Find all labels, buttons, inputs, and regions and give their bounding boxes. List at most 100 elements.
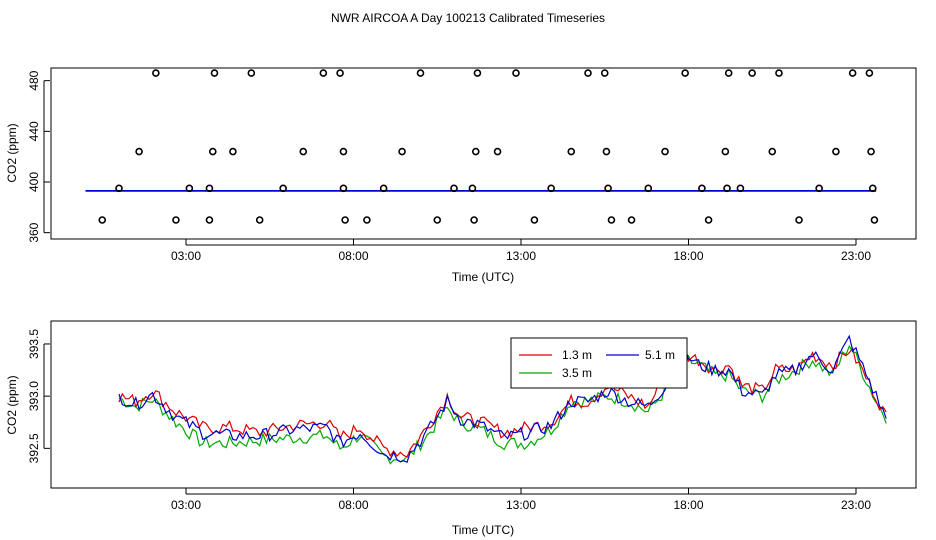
scatter-points xyxy=(98,69,879,224)
scatter-point xyxy=(848,69,857,77)
scatter-point xyxy=(748,69,756,77)
scatter-point xyxy=(815,184,823,193)
y-axis-label-bottom: CO2 (ppm) xyxy=(5,375,19,434)
scatter-point xyxy=(152,69,160,77)
legend-label-5-1m: 5.1 m xyxy=(645,348,675,362)
scatter-point xyxy=(336,69,344,77)
x-axis-label-bottom: Time (UTC) xyxy=(452,523,514,537)
chart-title: NWR AIRCOA A Day 100213 Calibrated Times… xyxy=(331,11,605,25)
scatter-point xyxy=(255,216,264,224)
x-tick-label: 08:00 xyxy=(338,249,368,263)
scatter-point xyxy=(468,184,477,193)
plot-frame-bottom xyxy=(50,320,917,489)
scatter-point xyxy=(416,69,425,77)
scatter-point xyxy=(247,69,256,77)
x-axis-label-top: Time (UTC) xyxy=(452,270,514,284)
scatter-point xyxy=(398,147,406,156)
scatter-point xyxy=(319,69,328,77)
y-axis-label-top: CO2 (ppm) xyxy=(5,123,19,182)
scatter-point xyxy=(584,69,592,77)
scatter-point xyxy=(493,147,502,156)
scatter-point xyxy=(205,216,214,224)
scatter-point xyxy=(768,147,777,156)
x-tick-label: 23:00 xyxy=(841,498,871,512)
legend-box xyxy=(510,337,688,389)
scatter-point xyxy=(229,147,237,156)
scatter-point xyxy=(185,184,194,193)
series-line-1-3-m xyxy=(118,346,887,458)
scatter-point xyxy=(172,216,180,224)
scatter-point xyxy=(567,147,576,156)
scatter-point xyxy=(98,216,107,224)
scatter-point xyxy=(470,216,478,224)
scatter-point xyxy=(379,184,388,193)
x-tick-label: 23:00 xyxy=(841,249,871,263)
x-tick-label: 08:00 xyxy=(338,498,368,512)
y-tick-label: 393.0 xyxy=(27,381,41,411)
x-ticks-top: 03:00 08:00 13:00 18:00 23:00 xyxy=(171,239,871,263)
x-tick-label: 18:00 xyxy=(673,498,703,512)
series-line-3-5-m xyxy=(118,344,887,465)
y-ticks-bottom: 392.5 393.0 393.5 xyxy=(27,329,50,463)
scatter-point xyxy=(832,147,840,156)
scatter-point xyxy=(736,184,745,193)
legend: 1.3 m 3.5 m 5.1 m xyxy=(510,337,688,389)
scatter-point xyxy=(604,184,612,193)
scatter-point xyxy=(607,216,616,224)
scatter-point xyxy=(681,69,689,77)
scatter-point xyxy=(627,216,636,224)
scatter-point xyxy=(867,147,875,156)
scatter-point xyxy=(721,147,730,156)
y-tick-label: 360 xyxy=(27,222,41,242)
legend-label-3-5m: 3.5 m xyxy=(562,366,592,380)
series-line-5-1-m xyxy=(118,334,887,464)
scatter-point xyxy=(473,69,482,77)
y-tick-label: 400 xyxy=(27,172,41,192)
scatter-point xyxy=(512,69,520,77)
scatter-point xyxy=(870,216,879,224)
scatter-point xyxy=(279,184,287,193)
scatter-point xyxy=(209,147,217,156)
scatter-point xyxy=(433,216,442,224)
plot-frame-top xyxy=(50,67,917,240)
scatter-point xyxy=(135,147,143,156)
scatter-point xyxy=(450,184,458,193)
scatter-point xyxy=(205,184,214,193)
scatter-point xyxy=(339,184,348,193)
y-tick-label: 393.5 xyxy=(27,329,41,359)
scatter-point xyxy=(698,184,706,193)
scatter-point xyxy=(865,69,874,77)
x-tick-label: 03:00 xyxy=(171,498,201,512)
legend-label-1-3m: 1.3 m xyxy=(562,348,592,362)
x-tick-label: 13:00 xyxy=(506,498,536,512)
scatter-point xyxy=(795,216,803,224)
x-tick-label: 03:00 xyxy=(171,249,201,263)
y-tick-label: 392.5 xyxy=(27,433,41,463)
scatter-point xyxy=(868,184,877,193)
x-tick-label: 18:00 xyxy=(673,249,703,263)
x-tick-label: 13:00 xyxy=(506,249,536,263)
x-ticks-bottom: 03:00 08:00 13:00 18:00 23:00 xyxy=(171,488,871,512)
panel-top-scatter: Time (UTC) CO2 (ppm) 03:00 08:00 13:00 18:0… xyxy=(5,67,917,284)
y-ticks-top: 360 400 440 480 xyxy=(27,70,50,243)
scatter-point xyxy=(600,69,609,77)
scatter-point xyxy=(115,184,123,193)
scatter-point xyxy=(471,147,480,156)
y-tick-label: 440 xyxy=(27,121,41,141)
y-tick-label: 480 xyxy=(27,70,41,90)
series-lines-top xyxy=(85,189,877,192)
scatter-point xyxy=(661,147,669,156)
scatter-point xyxy=(341,216,349,224)
scatter-point xyxy=(530,216,539,224)
scatter-point xyxy=(775,69,783,77)
scatter-point xyxy=(704,216,713,224)
series-lines-bottom xyxy=(118,334,887,465)
scatter-point xyxy=(644,184,653,193)
scatter-point xyxy=(723,184,731,193)
scatter-point xyxy=(363,216,371,224)
scatter-point xyxy=(602,147,611,156)
scatter-point xyxy=(210,69,219,77)
scatter-point xyxy=(547,184,555,193)
panel-bottom-line: Time (UTC) CO2 (ppm) 03:00 08:00 13:00 18:0… xyxy=(5,320,917,537)
